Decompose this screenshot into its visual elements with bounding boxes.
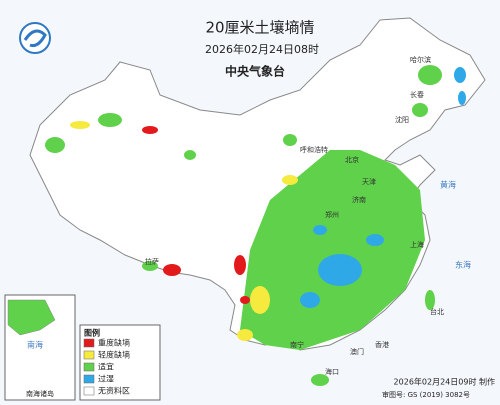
moisture-area bbox=[412, 103, 428, 117]
moisture-area bbox=[313, 225, 327, 235]
moisture-area bbox=[234, 255, 246, 275]
inset: 南海 南海诸岛 bbox=[4, 294, 76, 401]
moisture-area bbox=[458, 91, 466, 105]
place-labels: 哈尔滨 长春 沈阳 呼和浩特 北京 天津 济南 郑州 上海 拉萨 台北 香港 澳… bbox=[145, 55, 471, 376]
moisture-area bbox=[454, 67, 466, 83]
footer-made: 2026年02月24日09时 制作 bbox=[394, 377, 495, 387]
legend-swatch bbox=[83, 362, 95, 372]
place-label: 济南 bbox=[352, 195, 366, 204]
moisture-area bbox=[163, 264, 181, 276]
legend-label: 过湿 bbox=[98, 374, 114, 384]
place-label: 台北 bbox=[430, 307, 444, 316]
moisture-area bbox=[70, 121, 90, 129]
moisture-area bbox=[350, 168, 370, 182]
place-label: 长春 bbox=[410, 90, 424, 99]
moisture-area bbox=[240, 296, 250, 304]
place-label: 郑州 bbox=[325, 211, 339, 219]
moisture-area bbox=[45, 137, 65, 153]
legend-label: 无资料区 bbox=[98, 386, 130, 396]
moisture-area bbox=[98, 113, 122, 127]
moisture-area bbox=[418, 65, 442, 85]
moisture-area bbox=[184, 150, 196, 160]
map-agency: 中央气象台 bbox=[225, 64, 285, 79]
place-label: 天津 bbox=[362, 178, 376, 186]
moisture-area bbox=[282, 175, 298, 185]
legend-label: 重度缺墒 bbox=[98, 338, 130, 348]
moisture-area bbox=[240, 150, 425, 350]
sea-label: 黄海 bbox=[440, 180, 456, 190]
moisture-area bbox=[250, 286, 270, 314]
moisture-area bbox=[300, 292, 320, 308]
moisture-area bbox=[142, 261, 158, 271]
logo bbox=[19, 22, 51, 54]
legend-title: 图例 bbox=[84, 328, 100, 338]
moisture-area bbox=[366, 234, 384, 246]
moisture-area bbox=[237, 329, 253, 341]
place-label: 海口 bbox=[325, 367, 339, 376]
legend-swatch bbox=[83, 386, 95, 396]
inset-title: 南海诸岛 bbox=[26, 389, 54, 398]
place-label: 澳门 bbox=[350, 347, 364, 356]
footer-approval: 审图号: GS (2019) 3082号 bbox=[382, 390, 470, 399]
place-label: 北京 bbox=[345, 155, 359, 164]
place-label: 沈阳 bbox=[395, 115, 409, 124]
place-label: 上海 bbox=[410, 240, 424, 249]
place-label: 香港 bbox=[375, 340, 389, 349]
moisture-area bbox=[425, 290, 435, 310]
inset-sea: 南海 bbox=[27, 340, 43, 350]
moisture-area bbox=[318, 254, 362, 286]
place-label: 哈尔滨 bbox=[410, 55, 431, 64]
place-label: 呼和浩特 bbox=[300, 145, 328, 154]
sea-label: 东海 bbox=[455, 260, 471, 270]
legend-label: 适宜 bbox=[98, 362, 114, 372]
place-label: 南宁 bbox=[290, 340, 304, 349]
legend-swatch bbox=[83, 374, 95, 384]
legend-swatch bbox=[83, 350, 95, 360]
legend-swatch bbox=[83, 338, 95, 348]
place-label: 拉萨 bbox=[145, 257, 159, 266]
legend-label: 轻度缺墒 bbox=[98, 350, 130, 360]
moisture-area bbox=[283, 134, 297, 146]
moisture-area bbox=[311, 374, 329, 386]
map-title: 20厘米土壤墒情 bbox=[205, 19, 314, 37]
map-time: 2026年02月24日08时 bbox=[205, 42, 319, 56]
moisture-area bbox=[142, 126, 158, 134]
moisture-areas bbox=[45, 65, 466, 386]
